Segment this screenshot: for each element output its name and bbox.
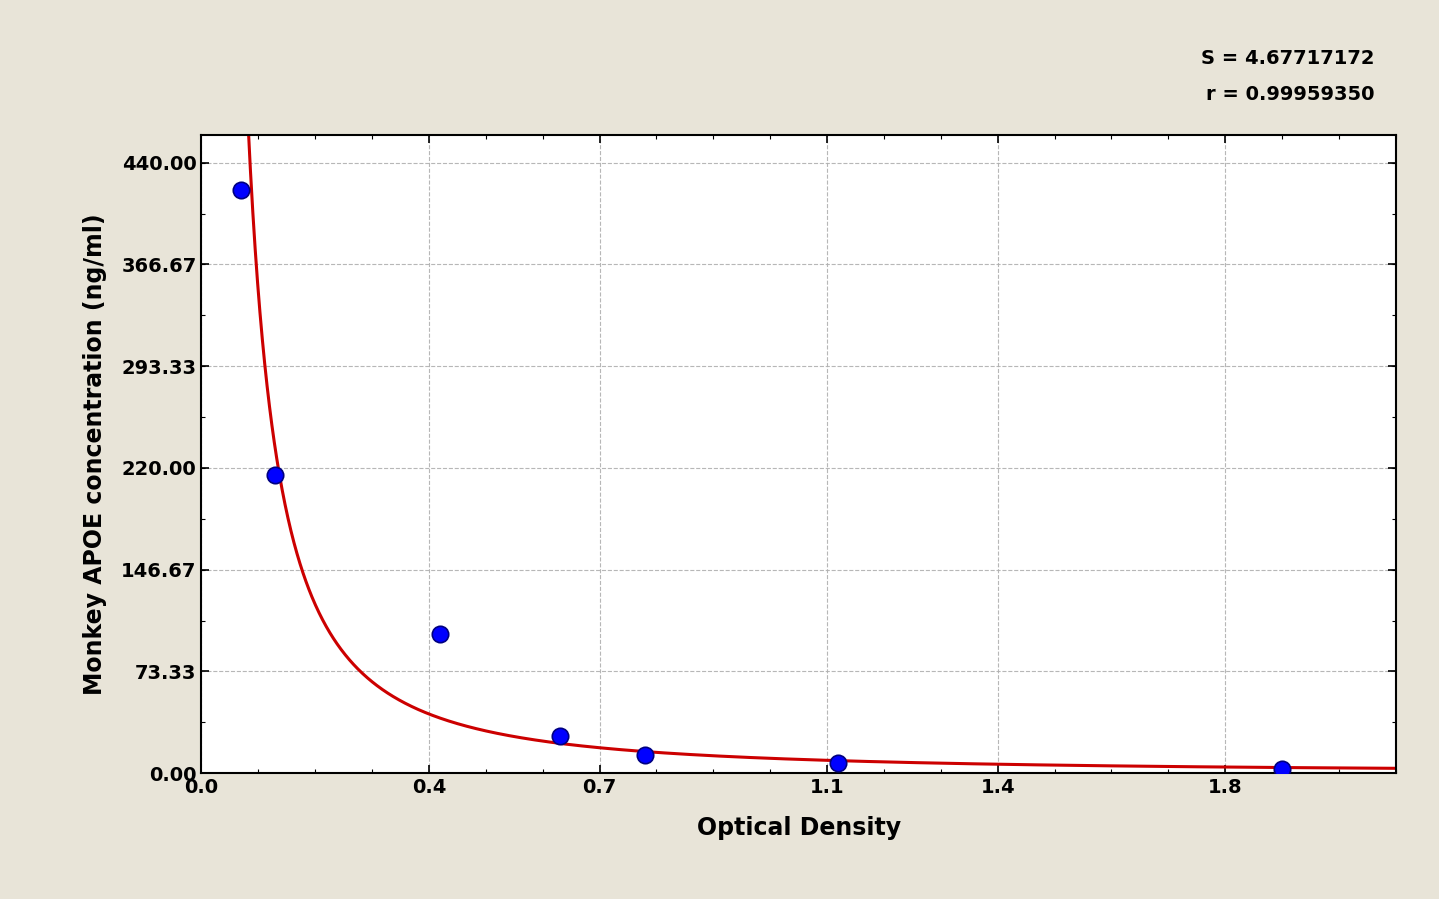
Point — [827, 756, 850, 770]
Point — [263, 467, 286, 482]
Point — [429, 628, 452, 642]
Point — [633, 748, 656, 762]
Point — [230, 183, 253, 198]
X-axis label: Optical Density: Optical Density — [696, 816, 901, 841]
Y-axis label: Monkey APOE concentration (ng/ml): Monkey APOE concentration (ng/ml) — [83, 213, 108, 695]
Point — [548, 728, 571, 743]
Point — [1271, 761, 1294, 776]
Text: r = 0.99959350: r = 0.99959350 — [1206, 85, 1374, 104]
Text: S = 4.67717172: S = 4.67717172 — [1200, 49, 1374, 68]
